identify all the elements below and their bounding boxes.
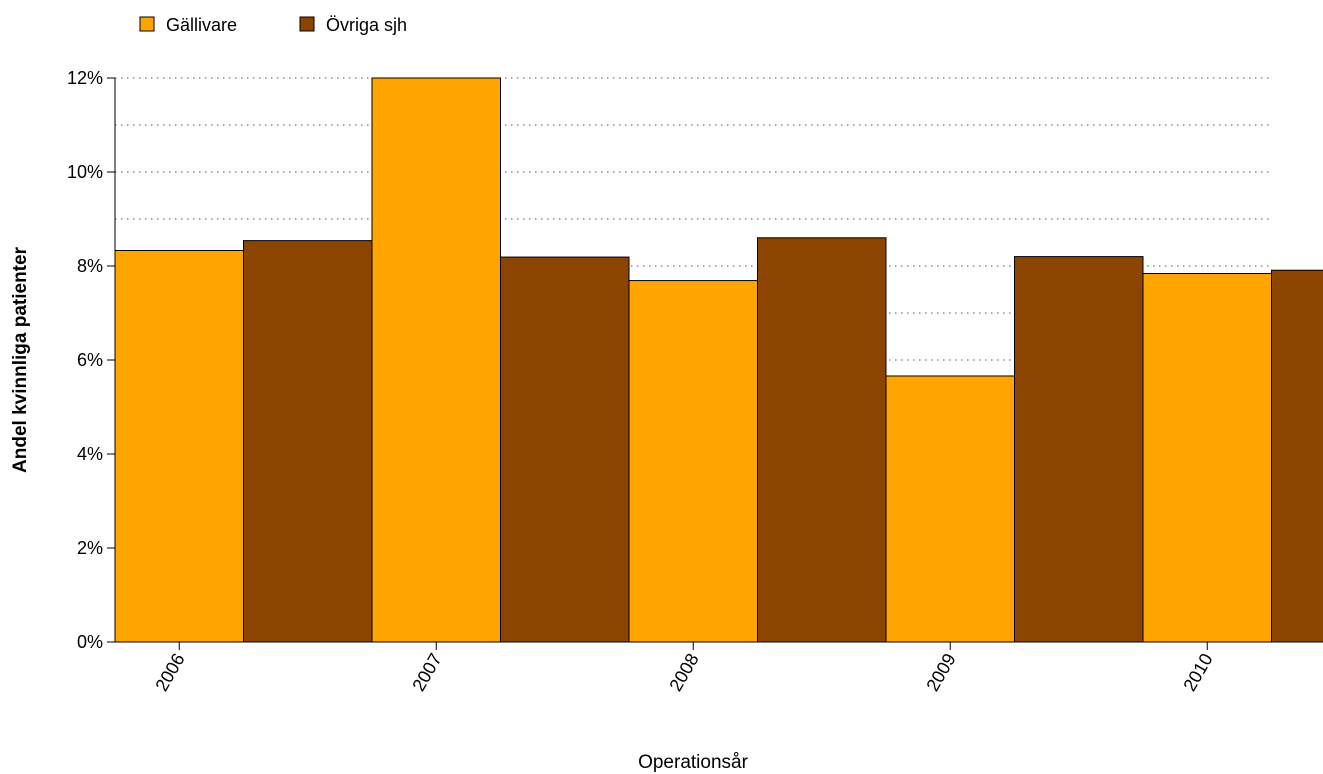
y-tick-label: 8%: [77, 256, 103, 276]
y-tick-label: 6%: [77, 350, 103, 370]
bar-gallivare-2009: [885, 375, 1015, 643]
x-axis: 2006 2007 2008 2009 2010: [115, 641, 1323, 695]
x-tick-label-2007: 2007: [408, 650, 445, 695]
bar-ovriga-2007: [500, 256, 630, 643]
x-tick-label-2009: 2009: [922, 650, 959, 695]
bar-ovriga-2009: [1014, 256, 1144, 643]
legend-label-ovriga: Övriga sjh: [326, 15, 407, 35]
legend-swatch-gallivare: [139, 16, 155, 32]
bar-ovriga-2010: [1271, 269, 1323, 643]
bar-ovriga-2006: [243, 240, 373, 643]
x-tick-label-2010: 2010: [1179, 650, 1216, 695]
legend-item-ovriga: Övriga sjh: [299, 15, 407, 35]
bar-gallivare-2010: [1142, 273, 1272, 643]
bar-gallivare-2006: [114, 249, 244, 643]
legend-swatch-ovriga: [299, 16, 315, 32]
y-tick-label: 2%: [77, 538, 103, 558]
bar-gallivare-2007: [371, 77, 501, 643]
bar-ovriga-2008: [757, 237, 887, 643]
y-tick-label: 0%: [77, 632, 103, 652]
x-axis-title: Operationsår: [638, 752, 749, 773]
legend: Gällivare Övriga sjh: [139, 15, 407, 35]
legend-item-gallivare: Gällivare: [139, 15, 237, 35]
y-tick-label: 10%: [67, 162, 103, 182]
bars: [114, 77, 1323, 643]
y-axis-title: Andel kvinnliga patienter: [10, 246, 31, 473]
y-axis: 0% 2% 4% 6% 8% 10% 12%: [67, 68, 116, 652]
y-tick-label: 4%: [77, 444, 103, 464]
bar-gallivare-2008: [628, 280, 758, 643]
y-tick-label: 12%: [67, 68, 103, 88]
legend-label-gallivare: Gällivare: [166, 15, 237, 35]
x-tick-label-2008: 2008: [665, 650, 702, 695]
x-tick-label-2006: 2006: [151, 650, 188, 695]
